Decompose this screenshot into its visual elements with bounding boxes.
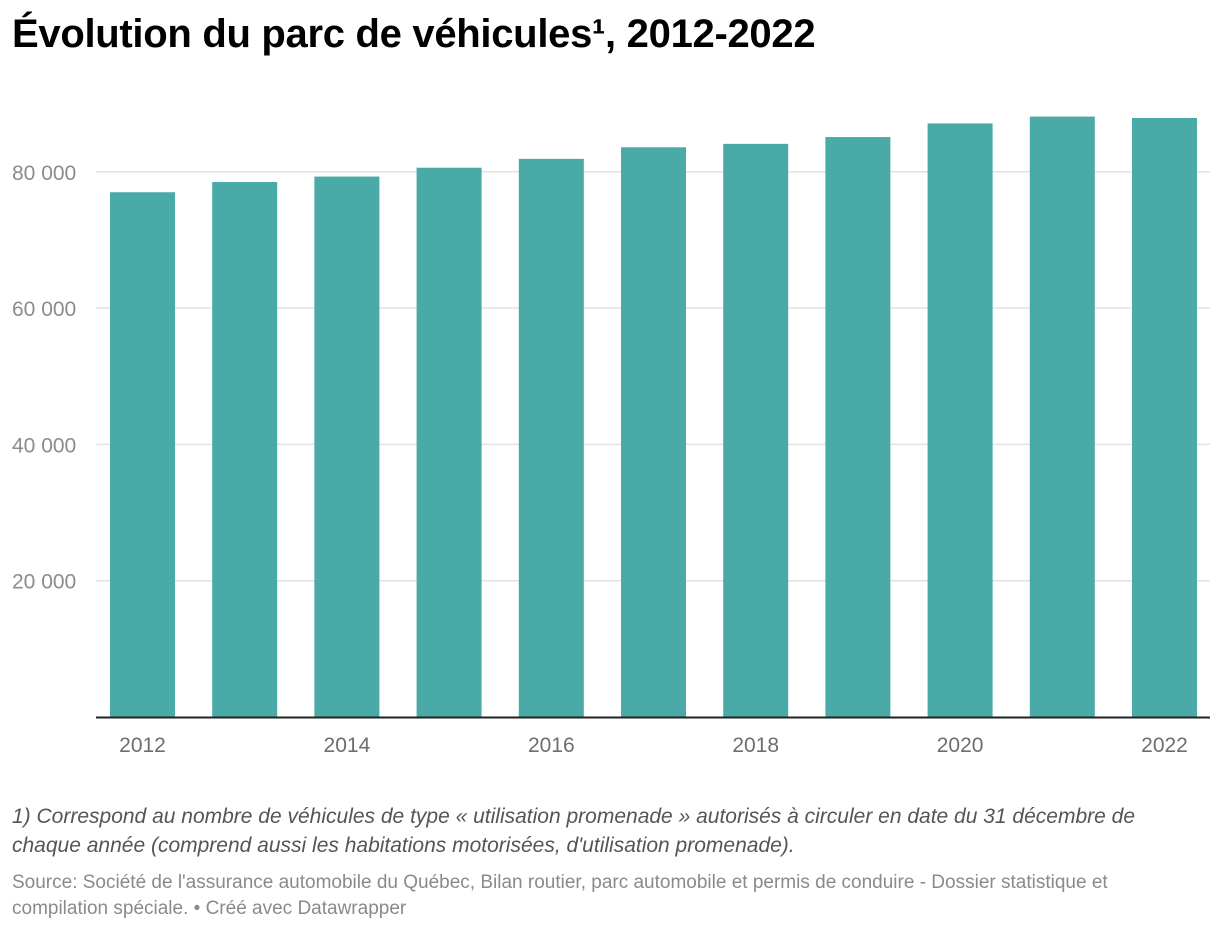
bar-2012 (110, 192, 175, 717)
bar-2013 (212, 182, 278, 718)
bars (110, 116, 1197, 718)
y-tick-label: 40 000 (12, 434, 76, 457)
x-tick-label: 2020 (937, 734, 984, 757)
y-tick-labels: 20 000 40 000 60 000 80 000 (12, 162, 76, 594)
x-tick-label: 2022 (1141, 734, 1188, 757)
bar-2019 (825, 137, 891, 717)
bar-2021 (1029, 116, 1095, 717)
x-tick-label: 2018 (732, 734, 779, 757)
y-tick-label: 80 000 (12, 162, 76, 185)
x-tick-label: 2014 (324, 734, 371, 757)
chart-title: Évolution du parc de véhicules¹, 2012-20… (12, 12, 816, 56)
bar-2022 (1132, 117, 1197, 718)
y-tick-label: 60 000 (12, 298, 76, 321)
y-tick-label: 20 000 (12, 571, 76, 594)
x-tick-label: 2012 (119, 734, 166, 757)
bar-2016 (518, 158, 584, 717)
bar-2014 (314, 176, 380, 717)
bar-2015 (416, 167, 482, 717)
bar-2020 (927, 123, 993, 717)
footnote: 1) Correspond au nombre de véhicules de … (12, 805, 1136, 857)
x-tick-labels: 2012 2014 2016 2018 2020 2022 (119, 734, 1188, 757)
x-tick-label: 2016 (528, 734, 575, 757)
bar-2017 (621, 147, 686, 717)
source-credit: Source: Société de l'assurance automobil… (12, 872, 1108, 919)
bar-2018 (723, 143, 789, 717)
